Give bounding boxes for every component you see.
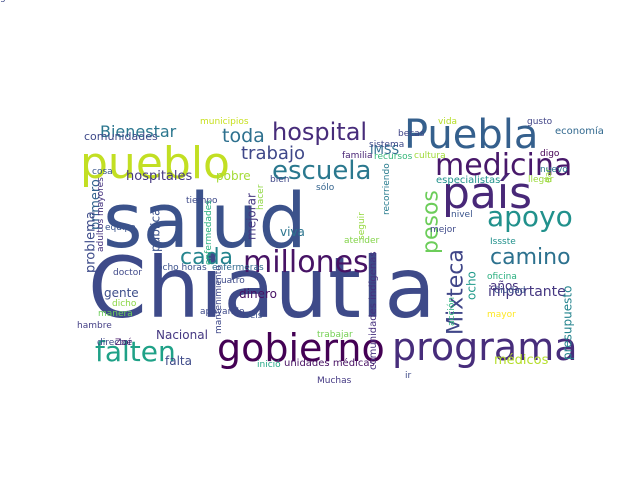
word-falten: falten <box>95 335 176 368</box>
word-recursos: recursos <box>374 152 413 162</box>
word-hacer: hacer <box>256 184 266 210</box>
word-apoyando: apoyando <box>200 307 245 317</box>
word-economía: economía <box>555 125 604 137</box>
word-presupuesto: presupuesto <box>561 286 575 360</box>
word-pesos: pesos <box>419 190 444 254</box>
word-mejor: mejor <box>430 225 456 235</box>
word-vida: vida <box>438 117 457 127</box>
word-issste: Issste <box>490 237 516 247</box>
word-problema: problema <box>83 211 98 273</box>
word-unidades-médicas: unidades médicas <box>284 357 375 369</box>
word-gusto: gusto <box>527 117 553 127</box>
word-municipios: municipios <box>200 117 249 127</box>
word-acción: acción <box>446 297 457 326</box>
word-nivel: nivel <box>451 210 473 220</box>
word-dinero: dinero <box>239 287 277 301</box>
word-equipo: equipo <box>105 223 136 233</box>
word-atender: atender <box>344 236 380 246</box>
word-primero: primero <box>88 179 103 230</box>
word-adultos-mayores: adultos mayores <box>96 177 106 252</box>
word-doctor: doctor <box>113 268 142 278</box>
word-programa: programa <box>392 325 578 369</box>
word-zoé: Zoé <box>115 337 133 348</box>
word-trabajar: trabajar <box>317 330 353 340</box>
word-dicho: dicho <box>112 299 137 309</box>
word-dar: dar <box>544 168 554 183</box>
word-hospitales: hospitales <box>126 169 193 184</box>
word-trabajo: trabajo <box>241 143 305 164</box>
word-group: ChiautlasaludpuebloPueblapaísprogramagob… <box>0 0 604 386</box>
word-mantenimiento: mantenimiento <box>214 265 224 334</box>
word-camino: camino <box>490 245 571 270</box>
word-oficina: oficina <box>487 272 517 282</box>
word-comunidades: comunidades <box>84 130 158 143</box>
word-toda: toda <box>222 125 265 147</box>
word-nacional: Nacional <box>156 328 208 342</box>
word-nuevo: nuevo <box>540 165 568 175</box>
word-apoyo: apoyo <box>487 200 573 233</box>
word-pueblo: pueblo <box>80 138 230 189</box>
word-millones: millones <box>243 245 369 280</box>
word-digo: digo <box>540 149 560 159</box>
word-gobernador: gobernador <box>0 0 52 3</box>
word-mejorar: mejorar <box>245 193 259 240</box>
word-importante: importante <box>488 284 566 300</box>
word-muchas: Muchas <box>317 376 352 386</box>
word-cada: cada <box>180 245 233 270</box>
word-pobre: pobre <box>216 169 251 183</box>
word-enfermedades: enfermedades <box>204 200 214 265</box>
word-cultura: cultura <box>414 151 446 161</box>
word-comunidades-indígenas: comunidades indígenas <box>367 251 379 370</box>
word-ocho: ocho <box>465 271 479 300</box>
word-llegar: llegar <box>528 175 554 185</box>
word-director: director <box>97 338 132 348</box>
word-mayor: mayor <box>487 310 516 320</box>
word-manera: manera <box>98 309 133 319</box>
word-medicina: medicina <box>435 148 572 183</box>
word-ocho-horas: ocho horas <box>157 263 207 273</box>
word-imss: IMSS <box>370 143 399 157</box>
word-gobierno: gobierno <box>217 326 385 370</box>
word-sólo: sólo <box>316 182 335 193</box>
word-ir: ir <box>405 371 412 381</box>
word-seis: seis <box>245 311 263 321</box>
word-viva: viva <box>280 225 305 239</box>
word-enfermeras: enfermeras <box>212 263 264 273</box>
word-cosa: cosa <box>92 167 113 177</box>
word-pública: pública <box>149 209 163 252</box>
word-bienestar: Bienestar <box>100 122 177 141</box>
word-seguir: seguir <box>357 212 367 240</box>
word-hospital: hospital <box>272 118 367 146</box>
word-salud: salud <box>103 176 307 265</box>
word-gente: gente <box>104 286 139 300</box>
word-recorriendo: recorriendo <box>382 163 392 215</box>
word-familia: familia <box>342 151 372 161</box>
word-puebla: Puebla <box>404 112 538 158</box>
word-especialistas: especialistas <box>436 175 500 186</box>
word-país: país <box>442 168 532 219</box>
word-chiautla: Chiautla <box>88 239 436 337</box>
word-inició: inició <box>257 359 281 370</box>
word-bien: bien <box>270 175 289 185</box>
word-años: años <box>490 279 519 293</box>
word-mixteca: Mixteca <box>444 249 469 335</box>
word-escuela: escuela <box>272 156 371 186</box>
word-sistema: sistema <box>369 140 404 150</box>
word-médicos: médicos <box>494 353 549 368</box>
word-becas: becas <box>398 129 425 139</box>
word-tiempo: tiempo <box>186 196 218 206</box>
word-falta: falta <box>165 354 192 368</box>
word-ciudad: Ciudad <box>494 286 525 296</box>
word-cuatro: cuatro <box>216 276 245 286</box>
word-hambre: hambre <box>77 321 112 331</box>
